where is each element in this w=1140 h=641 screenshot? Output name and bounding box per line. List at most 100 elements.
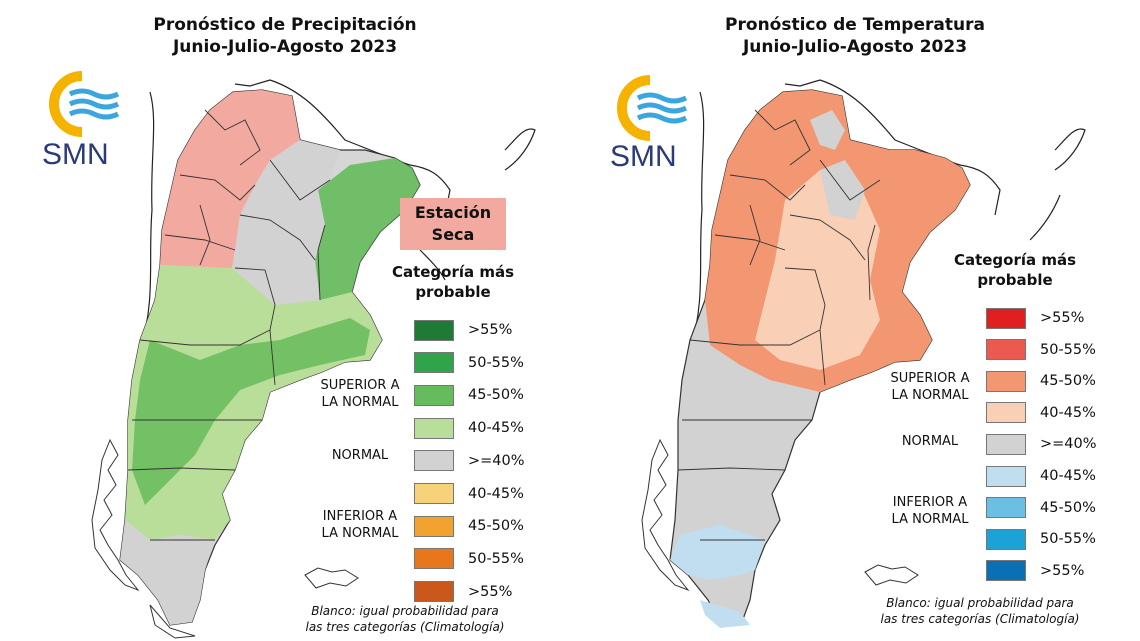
precipitation-legend-row: 50-55% — [414, 547, 524, 571]
precipitation-legend-label: 40-45% — [468, 420, 524, 437]
precipitation-cat-inferior: INFERIOR A LA NORMAL — [312, 508, 408, 542]
smn-logo-text: SMN — [610, 140, 677, 173]
temperature-cat-normal: NORMAL — [901, 434, 959, 449]
precipitation-legend-swatch — [414, 352, 454, 374]
temperature-cat-inferior: INFERIOR A LA NORMAL — [882, 494, 978, 528]
precipitation-legend-row: 45-50% — [414, 383, 524, 407]
chile-coast-fragments — [91, 438, 196, 639]
temperature-panel: Pronóstico de Temperatura Junio-Julio-Ag… — [570, 0, 1140, 641]
dry-season-box: Estación Seca — [400, 198, 506, 250]
temperature-legend-title-line2: probable — [977, 271, 1053, 289]
temperature-legend-swatch — [986, 497, 1026, 519]
precipitation-legend-label: 50-55% — [468, 354, 524, 371]
province-lines — [677, 109, 881, 541]
precipitation-legend-row: 40-45% — [414, 482, 524, 506]
precipitation-legend-label: >55% — [468, 322, 513, 338]
precipitation-cat-inferior-line2: LA NORMAL — [321, 526, 399, 541]
precipitation-legend-label: 40-45% — [468, 485, 524, 502]
precipitation-legend-title-line2: probable — [415, 283, 491, 301]
smn-logo-icon — [617, 75, 688, 141]
precipitation-legend-swatch — [414, 483, 454, 504]
temperature-legend-row: >=40% — [986, 432, 1097, 456]
temperature-legend-swatch — [986, 560, 1026, 582]
precipitation-legend-label: >=40% — [468, 452, 525, 469]
temperature-legend-swatch — [986, 465, 1026, 487]
precipitation-legend-title-line1: Categoría más — [391, 263, 515, 281]
temperature-legend-row: 40-45% — [986, 401, 1096, 425]
chile-coast-fragments — [641, 438, 690, 592]
precipitation-legend-swatch — [414, 450, 454, 472]
temperature-legend-label: 40-45% — [1040, 468, 1096, 484]
temperature-legend-row: >55% — [986, 559, 1084, 583]
warm-40-45-area — [755, 170, 880, 370]
temperature-legend-row: >55% — [986, 306, 1084, 330]
green-45-50-area — [132, 318, 370, 505]
gray-north-center-area — [810, 110, 845, 150]
temperature-legend-label: >=40% — [1040, 436, 1097, 453]
smn-logo-text: SMN — [42, 138, 109, 171]
temperature-legend-label: 40-45% — [1040, 404, 1096, 421]
temperature-legend-swatch — [986, 370, 1026, 392]
temperature-legend-label: 50-55% — [1040, 341, 1096, 358]
temperature-footnote: Blanco: igual probabilidad para las tres… — [850, 595, 1110, 627]
temperature-legend-row: 50-55% — [986, 527, 1096, 551]
temperature-legend-swatch — [986, 339, 1026, 361]
precipitation-legend-row: >55% — [414, 580, 512, 604]
precipitation-legend-row: >=40% — [414, 449, 525, 473]
precipitation-legend-swatch — [414, 548, 454, 570]
precipitation-map — [91, 79, 536, 639]
precipitation-legend-swatch — [414, 515, 454, 537]
dry-season-area — [160, 90, 300, 268]
precipitation-legend-label: 50-55% — [468, 550, 524, 567]
precipitation-legend-swatch — [414, 319, 454, 341]
temperature-legend-swatch — [986, 433, 1026, 455]
temperature-title: Pronóstico de Temperatura Junio-Julio-Ag… — [570, 14, 1140, 58]
temperature-map — [641, 79, 1086, 628]
precipitation-footnote: Blanco: igual probabilidad para las tres… — [270, 603, 540, 635]
cool-tierra-del-fuego — [700, 600, 750, 628]
precipitation-footnote-line1: Blanco: igual probabilidad para — [311, 604, 499, 618]
temperature-legend-row: 45-50% — [986, 369, 1096, 393]
precipitation-cat-superior-line2: LA NORMAL — [321, 395, 399, 410]
gray-central-area — [232, 140, 340, 305]
precipitation-cat-superior-line1: SUPERIOR A — [320, 378, 400, 393]
temperature-cat-superior-line1: SUPERIOR A — [890, 371, 970, 386]
temperature-legend-row: 50-55% — [986, 338, 1096, 362]
temperature-cat-inferior-line2: LA NORMAL — [891, 512, 969, 527]
green-east-area — [315, 158, 420, 300]
precipitation-title-line2: Junio-Julio-Agosto 2023 — [172, 37, 398, 57]
temperature-title-line2: Junio-Julio-Agosto 2023 — [742, 37, 968, 57]
precipitation-legend-swatch — [414, 384, 454, 406]
malvinas-islands — [864, 564, 919, 586]
temperature-legend-swatch — [986, 307, 1026, 329]
malvinas-islands — [304, 567, 359, 589]
precipitation-legend-title: Categoría más probable — [388, 262, 518, 302]
temperature-legend-label: >55% — [1040, 310, 1085, 326]
temperature-cat-superior: SUPERIOR A LA NORMAL — [882, 370, 978, 404]
precipitation-legend-row: 50-55% — [414, 351, 524, 375]
precipitation-legend-swatch — [414, 581, 454, 603]
precipitation-legend-label: 45-50% — [468, 518, 524, 535]
precipitation-legend-label: 45-50% — [468, 387, 524, 404]
temperature-legend-label: 45-50% — [1040, 499, 1096, 516]
temperature-cat-superior-line2: LA NORMAL — [891, 388, 969, 403]
precipitation-cat-superior: SUPERIOR A LA NORMAL — [312, 377, 408, 411]
temperature-legend-row: 40-45% — [986, 464, 1096, 488]
temperature-legend-label: >55% — [1040, 562, 1085, 579]
dry-season-line2: Seca — [431, 225, 475, 244]
temperature-legend-row: 45-50% — [986, 496, 1096, 520]
precipitation-cat-normal: NORMAL — [331, 448, 389, 463]
dry-season-line1: Estación — [414, 203, 492, 222]
temperature-legend-title: Categoría más probable — [950, 250, 1080, 290]
temperature-legend-title-line1: Categoría más — [953, 251, 1077, 269]
precipitation-legend-row: 45-50% — [414, 514, 524, 538]
precipitation-cat-inferior-line1: INFERIOR A — [322, 509, 398, 524]
precipitation-legend-row: 40-45% — [414, 416, 524, 440]
precipitation-legend-swatch — [414, 417, 454, 439]
smn-logo-icon — [49, 71, 120, 137]
cool-40-45-area — [670, 525, 765, 580]
temperature-legend-label: 45-50% — [1040, 373, 1096, 390]
temperature-title-line1: Pronóstico de Temperatura — [725, 15, 985, 35]
temperature-footnote-line2: las tres categorías (Climatología) — [880, 612, 1080, 626]
precipitation-title: Pronóstico de Precipitación Junio-Julio-… — [0, 14, 570, 58]
